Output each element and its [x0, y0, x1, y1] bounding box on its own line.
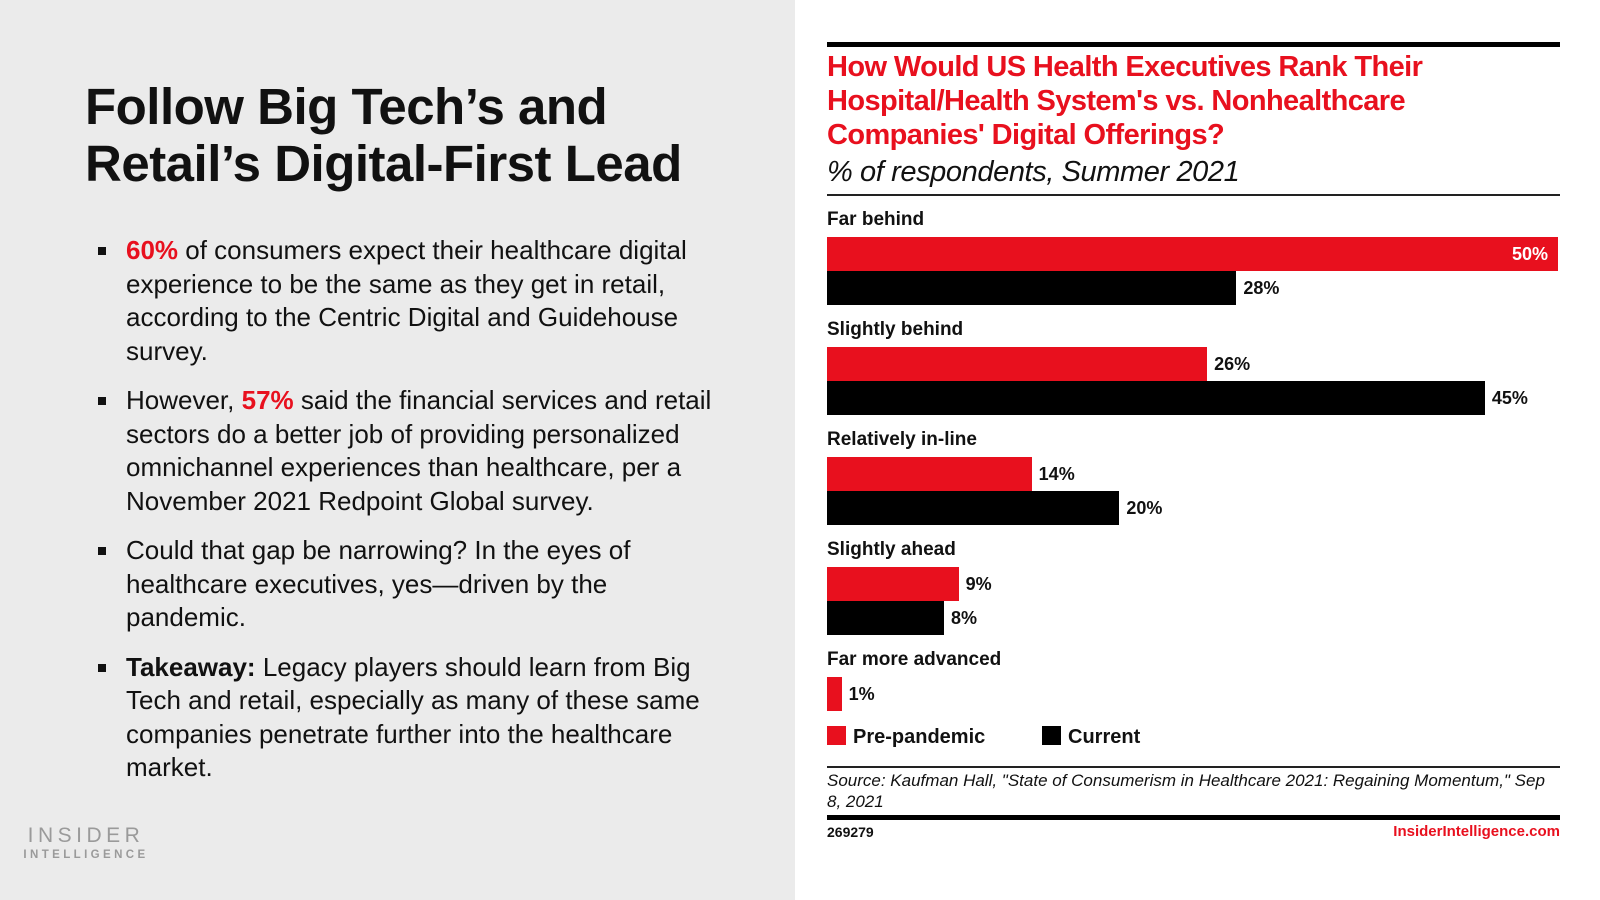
chart-id: 269279 — [827, 824, 874, 840]
bullet-text: said the financial services and retail s… — [126, 385, 712, 516]
value-label-current-relatively-in-line: 20% — [1126, 498, 1163, 518]
legend-item-pre-pandemic: Pre-pandemic — [827, 726, 985, 749]
chart-subtitle-rule — [827, 194, 1560, 196]
bullet-list: 60% of consumers expect their healthcare… — [96, 234, 716, 801]
bullet-item: 60% of consumers expect their healthcare… — [96, 234, 716, 368]
logo-top-text: INSIDER — [27, 824, 145, 847]
legend-swatch-pre-pandemic — [827, 726, 846, 745]
bar-current-slightly-ahead — [827, 601, 944, 635]
logo-bottom-text: INTELLIGENCE — [23, 849, 149, 861]
square-bullet-icon — [98, 397, 106, 405]
bullet-highlight: Takeaway: — [126, 651, 256, 682]
bar-current-far-behind — [827, 271, 1237, 305]
bar-pre-pandemic-slightly-behind — [827, 347, 1208, 381]
bullet-text: of consumers expect their healthcare dig… — [126, 235, 687, 366]
value-label-pre-pandemic-far-behind: 50% — [1512, 244, 1549, 264]
bullet-highlight: 60% — [126, 235, 179, 265]
bullet-item: However, 57% said the financial services… — [96, 384, 716, 518]
square-bullet-icon — [98, 663, 106, 672]
insider-intelligence-logo: INSIDER INTELLIGENCE — [22, 824, 150, 862]
bullet-text: Legacy players should learn from Big Tec… — [126, 651, 700, 783]
square-bullet-icon — [98, 247, 106, 255]
legend-label: Pre-pandemic — [853, 726, 986, 748]
chart-title: How Would US Health Executives Rank Thei… — [827, 51, 1423, 151]
category-label-far-behind: Far behind — [827, 209, 925, 230]
value-label-pre-pandemic-relatively-in-line: 14% — [1038, 464, 1075, 484]
bar-current-slightly-behind — [827, 381, 1485, 415]
bullet-pre: However, — [126, 385, 242, 415]
slide-title: Follow Big Tech’s and Retail’s Digital-F… — [85, 78, 785, 192]
brand-link[interactable]: InsiderIntelligence.com — [1393, 823, 1560, 840]
chart-panel: How Would US Health Executives Rank Thei… — [827, 0, 1560, 900]
bar-pre-pandemic-relatively-in-line — [827, 457, 1032, 491]
chart-bottom-rule — [827, 815, 1560, 820]
slide-title-line-1: Follow Big Tech’s and — [85, 78, 608, 135]
category-label-relatively-in-line: Relatively in-line — [827, 429, 977, 450]
value-label-pre-pandemic-far-more-advanced: 1% — [848, 684, 875, 704]
bullet-text: Could that gap be narrowing? In the eyes… — [126, 535, 631, 632]
bullet-item: Takeaway: Legacy players should learn fr… — [96, 651, 716, 785]
value-label-current-slightly-ahead: 8% — [950, 608, 977, 628]
value-label-current-far-behind: 28% — [1243, 278, 1280, 298]
category-label-slightly-ahead: Slightly ahead — [827, 539, 956, 560]
bar-pre-pandemic-far-behind — [827, 237, 1558, 271]
value-label-pre-pandemic-slightly-behind: 26% — [1214, 354, 1251, 374]
bar-pre-pandemic-far-more-advanced — [827, 677, 842, 711]
bullet-item: Could that gap be narrowing? In the eyes… — [96, 534, 716, 635]
chart-subtitle: % of respondents, Summer 2021 — [827, 156, 1240, 188]
legend-item-current: Current — [1042, 726, 1140, 749]
slide-title-line-2: Retail’s Digital-First Lead — [85, 135, 682, 192]
bar-current-relatively-in-line — [827, 491, 1120, 525]
bullet-highlight: 57% — [241, 385, 294, 415]
category-label-slightly-behind: Slightly behind — [827, 319, 964, 340]
legend-label: Current — [1068, 726, 1141, 748]
source-rule — [827, 766, 1560, 768]
bar-pre-pandemic-slightly-ahead — [827, 567, 959, 601]
chart-top-rule — [827, 42, 1560, 47]
category-label-far-more-advanced: Far more advanced — [827, 649, 1002, 670]
value-label-current-slightly-behind: 45% — [1491, 388, 1528, 408]
left-panel: Follow Big Tech’s and Retail’s Digital-F… — [0, 0, 795, 900]
value-label-pre-pandemic-slightly-ahead: 9% — [965, 574, 992, 594]
chart-source: Source: Kaufman Hall, "State of Consumer… — [827, 771, 1545, 811]
square-bullet-icon — [98, 547, 106, 555]
legend-swatch-current — [1042, 726, 1061, 745]
